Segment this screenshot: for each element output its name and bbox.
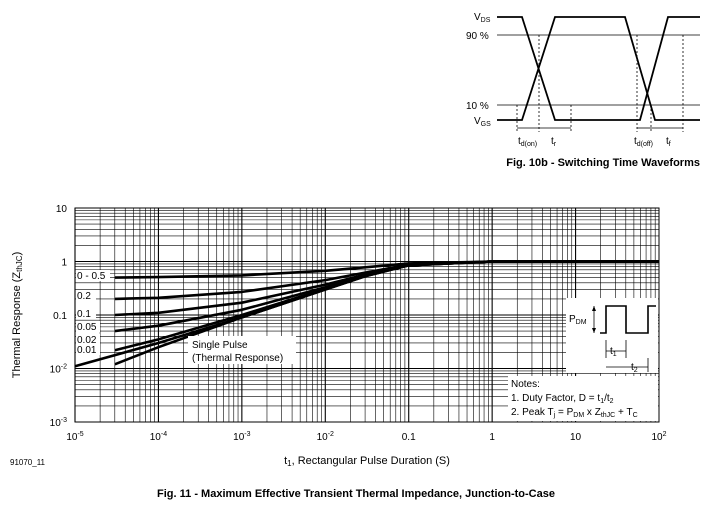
y-tick-label-4: 10-3 (50, 417, 67, 429)
vds-waveform (497, 16, 700, 121)
tdoff-label: td(off) (634, 136, 653, 148)
series-line-6 (74, 260, 659, 368)
vds-label: VDS (474, 12, 491, 24)
tf-label: tf (666, 136, 671, 148)
notes-line-2: 2. Peak Tj = PDM x ZthJC + TC (511, 407, 638, 419)
series-label-3: 0.05 (77, 322, 97, 333)
series-line-1 (114, 260, 659, 301)
y-tick-label-3: 10-2 (50, 364, 67, 376)
p90-label: 90 % (466, 31, 489, 42)
pdm-label: PDM (569, 314, 587, 326)
t2-label: t2 (631, 362, 638, 374)
x-tick-label-5: 1 (489, 432, 495, 443)
single-pulse-label: Single Pulse (192, 340, 248, 351)
series-labels: 0 - 0.5 0.2 0.1 0.05 0.02 0.01 (76, 270, 110, 356)
series-label-5: 0.01 (77, 345, 97, 356)
tdon-label: td(on) (518, 136, 537, 148)
p10-label: 10 % (466, 101, 489, 112)
timing-markers (516, 35, 684, 132)
fig11-caption: Fig. 11 - Maximum Effective Transient Th… (157, 488, 555, 500)
x-tick-label-6: 10 (570, 432, 582, 443)
notes-box (508, 376, 658, 421)
series-label-2: 0.1 (77, 309, 91, 320)
x-tick-label-0: 10-5 (66, 431, 83, 443)
x-tick-label-3: 10-2 (317, 431, 334, 443)
switching-waveform (497, 16, 700, 132)
y-tick-label-0: 10 (56, 204, 68, 215)
t1-label: t1 (610, 346, 617, 358)
pulse-inset (566, 298, 658, 373)
vgs-waveform (497, 16, 700, 121)
x-tick-label-1: 10-4 (150, 431, 167, 443)
x-tick-label-4: 0.1 (402, 432, 416, 443)
x-axis-label: t1, Rectangular Pulse Duration (S) (284, 455, 450, 468)
vgs-label: VGS (474, 116, 491, 128)
x-tick-labels: 10-5 10-4 10-3 10-2 0.1 1 10 102 (66, 431, 666, 443)
y-tick-label-2: 0.1 (53, 311, 67, 322)
fig10b-caption: Fig. 10b - Switching Time Waveforms (506, 157, 700, 169)
figure-code: 91070_11 (10, 458, 46, 467)
single-pulse-sublabel: (Thermal Response) (192, 353, 283, 364)
series-label-0: 0 - 0.5 (77, 271, 106, 282)
series-label-1: 0.2 (77, 291, 91, 302)
notes-title: Notes: (511, 379, 540, 390)
y-tick-label-1: 1 (61, 258, 67, 269)
plot-frame (74, 207, 660, 423)
single-pulse-box (188, 336, 296, 364)
x-tick-label-7: 102 (651, 431, 666, 443)
y-tick-labels: 10 1 0.1 10-2 10-3 (50, 204, 68, 429)
series-label-4: 0.02 (77, 335, 97, 346)
tr-label: tr (551, 136, 557, 148)
x-tick-label-2: 10-3 (233, 431, 250, 443)
notes-line-1: 1. Duty Factor, D = t1/t2 (511, 393, 614, 405)
y-axis-label: Thermal Response (ZthJC) (11, 252, 24, 379)
series-lines (74, 260, 659, 368)
